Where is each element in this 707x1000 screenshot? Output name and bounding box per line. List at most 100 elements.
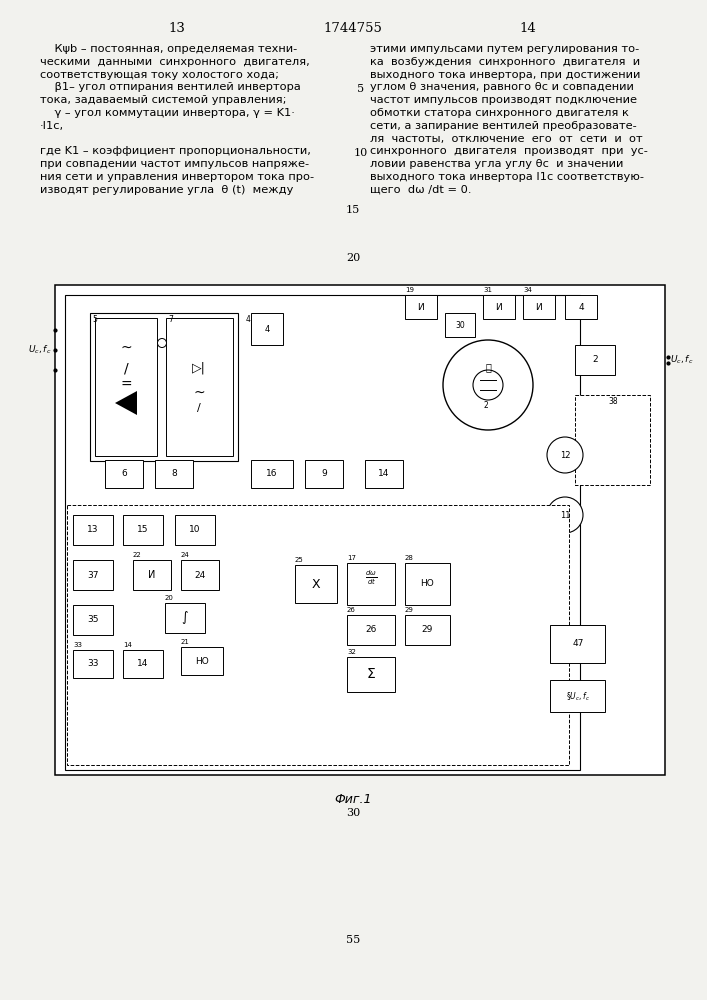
- Text: 37: 37: [87, 570, 99, 580]
- Text: ловии равенства угла углу θc  и значении: ловии равенства угла углу θc и значении: [370, 159, 624, 169]
- Circle shape: [175, 338, 185, 348]
- Text: 10: 10: [189, 526, 201, 534]
- Bar: [123, 515, 163, 545]
- Text: 15: 15: [137, 526, 148, 534]
- Text: И: И: [536, 302, 542, 312]
- Bar: [73, 650, 113, 678]
- Text: 28: 28: [405, 555, 414, 561]
- Bar: [175, 515, 215, 545]
- Text: $U_c,f_c$: $U_c,f_c$: [28, 344, 52, 356]
- Text: β1– угол отпирания вентилей инвертора: β1– угол отпирания вентилей инвертора: [40, 82, 300, 92]
- Text: ·I1c,: ·I1c,: [40, 121, 64, 131]
- Text: 13: 13: [168, 22, 185, 35]
- Bar: [565, 295, 597, 319]
- Text: 20: 20: [346, 253, 360, 263]
- Bar: [347, 563, 395, 605]
- Bar: [365, 460, 403, 488]
- Text: 38: 38: [608, 397, 618, 406]
- Text: 14: 14: [378, 470, 390, 479]
- Text: ка  возбуждения  синхронного  двигателя  и: ка возбуждения синхронного двигателя и: [370, 57, 640, 67]
- Text: изводят регулирование угла  θ (t)  между: изводят регулирование угла θ (t) между: [40, 185, 293, 195]
- Bar: [90, 313, 238, 461]
- Text: 25: 25: [295, 557, 304, 563]
- Text: где K1 – коэффициент пропорциональности,: где K1 – коэффициент пропорциональности,: [40, 146, 311, 156]
- Text: 6: 6: [121, 470, 127, 479]
- Text: И: И: [496, 302, 503, 312]
- Text: 4: 4: [246, 315, 251, 324]
- Text: 22: 22: [133, 552, 141, 558]
- Text: 20: 20: [165, 595, 174, 601]
- Text: 15: 15: [346, 205, 360, 215]
- Text: 33: 33: [87, 660, 99, 668]
- Text: выходного тока инвертора, при достижении: выходного тока инвертора, при достижении: [370, 70, 641, 80]
- Text: Фиг.1: Фиг.1: [334, 793, 372, 806]
- Text: 14: 14: [123, 642, 132, 648]
- Text: Кψb – постоянная, определяемая техни-: Кψb – постоянная, определяемая техни-: [40, 44, 297, 54]
- Text: $U_c,f_c$: $U_c,f_c$: [670, 354, 694, 366]
- Text: 7: 7: [168, 315, 173, 324]
- Text: =: =: [120, 378, 132, 392]
- Bar: [105, 460, 143, 488]
- Bar: [483, 295, 515, 319]
- Text: 17: 17: [347, 555, 356, 561]
- Bar: [165, 603, 205, 633]
- Text: γ – угол коммутации инвертора, γ = K1·: γ – угол коммутации инвертора, γ = K1·: [40, 108, 295, 118]
- Text: 1744755: 1744755: [324, 22, 382, 35]
- Text: 11: 11: [560, 510, 571, 520]
- Text: Σ: Σ: [367, 667, 375, 681]
- Bar: [73, 560, 113, 590]
- Text: $\frac{d\omega}{dt}$: $\frac{d\omega}{dt}$: [365, 569, 377, 587]
- Text: сети, а запирание вентилей преобразовате-: сети, а запирание вентилей преобразовате…: [370, 121, 637, 131]
- Text: соответствующая току холостого хода;: соответствующая току холостого хода;: [40, 70, 279, 80]
- Text: И: И: [148, 570, 156, 580]
- Text: $\S U_c,f_c$: $\S U_c,f_c$: [566, 691, 590, 703]
- Text: 2: 2: [484, 400, 489, 410]
- Bar: [347, 657, 395, 692]
- Bar: [445, 313, 475, 337]
- Bar: [155, 460, 193, 488]
- Text: ▷|: ▷|: [192, 361, 206, 374]
- Text: ческими  данными  синхронного  двигателя,: ческими данными синхронного двигателя,: [40, 57, 310, 67]
- Text: 14: 14: [520, 22, 537, 35]
- Text: ~: ~: [193, 386, 205, 400]
- Text: 47: 47: [572, 640, 584, 648]
- Text: 30: 30: [346, 808, 360, 818]
- Text: 14: 14: [137, 660, 148, 668]
- Text: этими импульсами путем регулирования то-: этими импульсами путем регулирования то-: [370, 44, 639, 54]
- Text: 24: 24: [194, 570, 206, 580]
- Circle shape: [547, 497, 583, 533]
- Text: 9: 9: [321, 470, 327, 479]
- Text: 35: 35: [87, 615, 99, 624]
- Bar: [305, 460, 343, 488]
- Bar: [405, 295, 437, 319]
- Text: ∫: ∫: [182, 611, 188, 624]
- Text: 5: 5: [358, 84, 365, 94]
- Text: 8: 8: [171, 470, 177, 479]
- Text: 21: 21: [181, 639, 190, 645]
- Text: 19: 19: [405, 287, 414, 293]
- Bar: [95, 318, 157, 456]
- Text: 26: 26: [366, 626, 377, 635]
- Bar: [405, 615, 450, 645]
- Text: 24: 24: [181, 552, 189, 558]
- Text: 2: 2: [592, 356, 598, 364]
- Text: НО: НО: [420, 580, 434, 588]
- Bar: [347, 615, 395, 645]
- Bar: [575, 395, 650, 485]
- Text: И: И: [418, 302, 424, 312]
- Bar: [523, 295, 555, 319]
- Text: ⌒: ⌒: [485, 362, 491, 372]
- Bar: [73, 605, 113, 635]
- Text: 31: 31: [483, 287, 492, 293]
- Bar: [251, 313, 283, 345]
- Bar: [67, 505, 569, 765]
- Bar: [181, 560, 219, 590]
- Bar: [405, 563, 450, 605]
- Text: 13: 13: [87, 526, 99, 534]
- Text: /: /: [197, 403, 201, 413]
- Text: углом θ значения, равного θc и совпадении: углом θ значения, равного θc и совпадени…: [370, 82, 634, 92]
- Text: 4: 4: [578, 302, 584, 312]
- Bar: [181, 647, 223, 675]
- Bar: [123, 650, 163, 678]
- Polygon shape: [115, 391, 137, 415]
